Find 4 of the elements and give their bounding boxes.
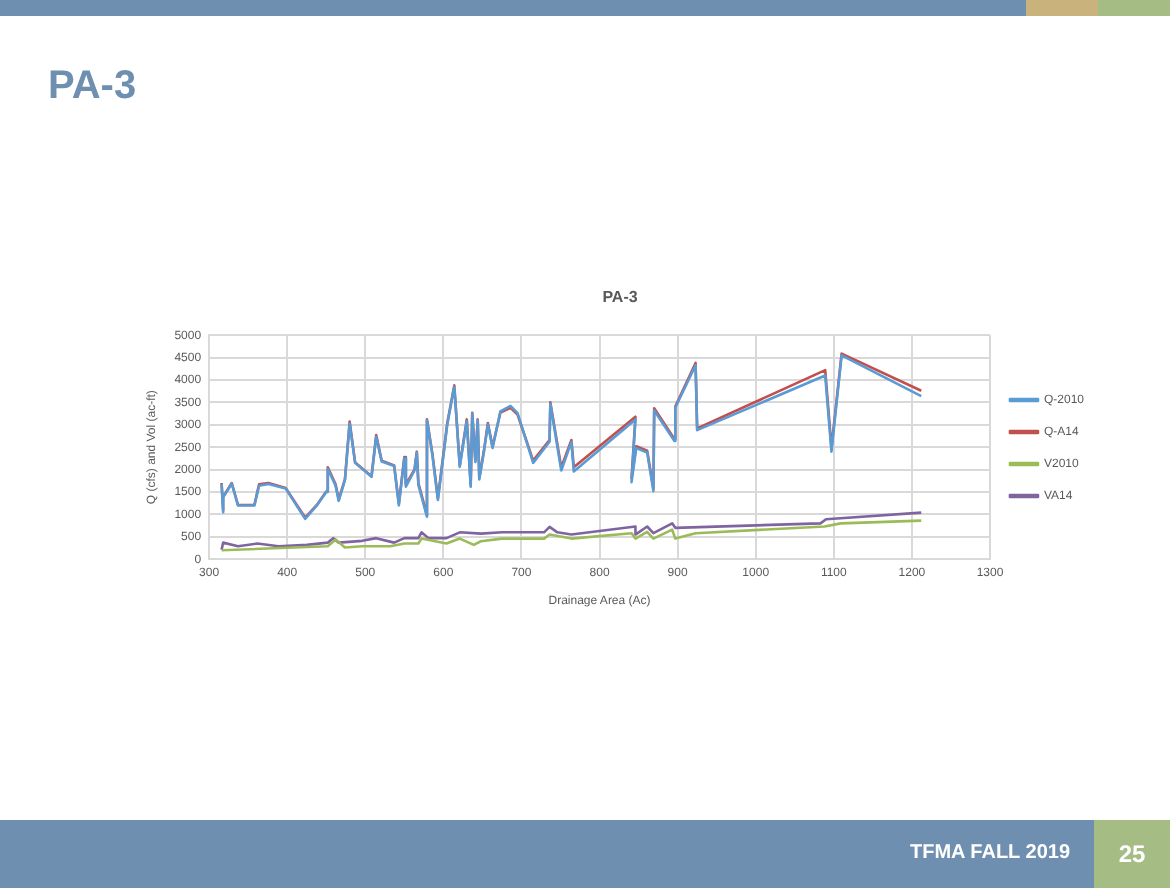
text: TFMA FALL 2019: [909, 842, 1070, 864]
chart-title: PA-3: [602, 288, 639, 307]
text: PA-3: [48, 64, 137, 110]
text: 25: [1094, 820, 1170, 888]
